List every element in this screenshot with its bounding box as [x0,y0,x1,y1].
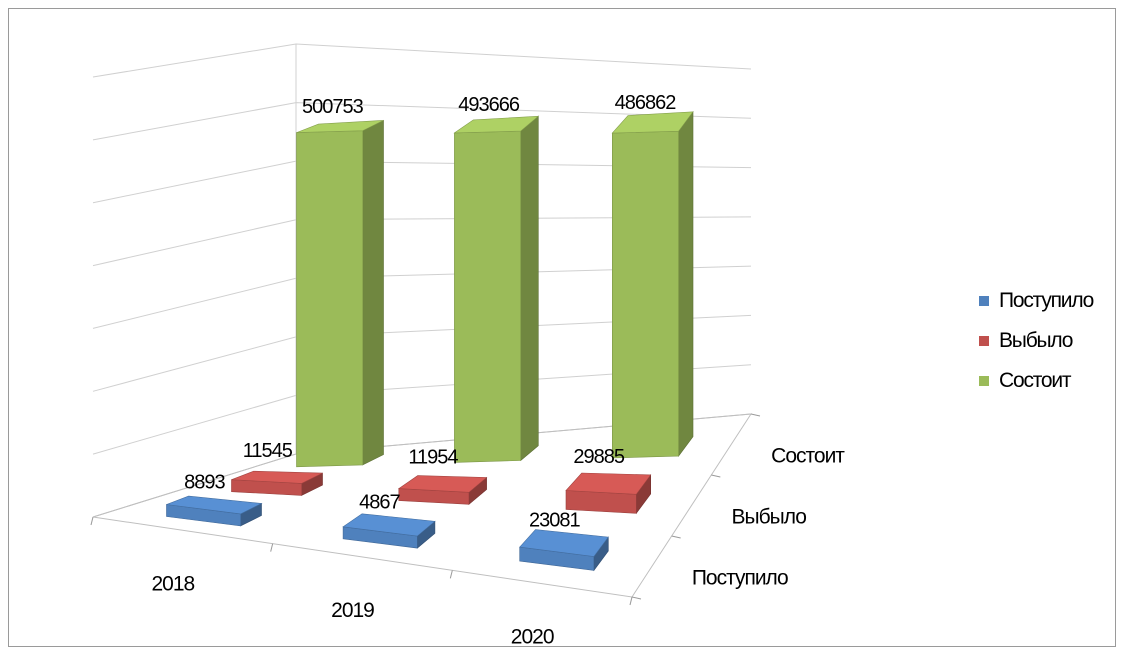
depth-tick-label: Поступило [692,567,788,590]
bar-sostoit-2019 [453,115,540,463]
bar-postupilo-2020 [519,529,609,572]
x-tick [270,543,274,552]
data-label: 11954 [408,447,458,469]
chart-bars [166,110,694,572]
bar-postupilo-2018 [166,495,263,527]
data-label: 500753 [302,96,364,118]
legend-swatch-sostoit [979,376,989,386]
legend-item-postupilo: Поступило [979,281,1094,321]
bar-sostoit-2020 [611,110,694,459]
depth-tick [631,596,642,600]
depth-tick [711,474,721,478]
x-tick [449,570,453,579]
bar-sostoit-2018 [296,119,384,468]
bar-vybylo-2020 [565,472,652,515]
data-label: 486862 [615,92,677,114]
chart-svg: 500753 493666 486862 11545 11954 29885 8893 486… [90,43,846,648]
depth-tick-label: Выбыло [732,506,807,529]
legend-item-sostoit: Состоит [979,361,1093,401]
data-label: 11545 [243,440,293,462]
x-tick-label: 2019 [331,599,374,622]
chart-frame: 500753 493666 486862 11545 11954 29885 8893 486… [8,8,1116,648]
legend-swatch-vybylo [979,336,989,346]
depth-tick [671,535,681,539]
legend-label-postupilo: Поступило [999,289,1094,312]
depth-tick-label: Состоит [771,445,845,468]
chart-gridlines [90,43,761,606]
depth-tick [750,413,761,417]
x-tick [629,596,633,606]
legend-item-vybylo: Выбыло [979,321,1093,361]
data-label: 29885 [573,446,624,468]
bar-postupilo-2019 [342,513,436,549]
x-tick-label: 2020 [511,626,554,648]
chart-labels: 500753 493666 486862 11545 11954 29885 8893 486… [151,92,846,648]
data-label: 23081 [529,510,580,532]
legend-label-vybylo: Выбыло [999,329,1073,352]
x-tick-label: 2018 [151,572,194,595]
data-label: 4867 [359,492,400,514]
legend-swatch-postupilo [979,296,989,306]
legend: Поступило Выбыло Состоит [979,281,1094,401]
x-tick [90,516,94,526]
data-label: 8893 [184,472,225,494]
legend-label-sostoit: Состоит [999,369,1072,392]
gridline [92,43,752,78]
bar-vybylo-2018 [231,470,323,496]
data-label: 493666 [458,94,520,116]
bar-vybylo-2019 [397,475,488,505]
